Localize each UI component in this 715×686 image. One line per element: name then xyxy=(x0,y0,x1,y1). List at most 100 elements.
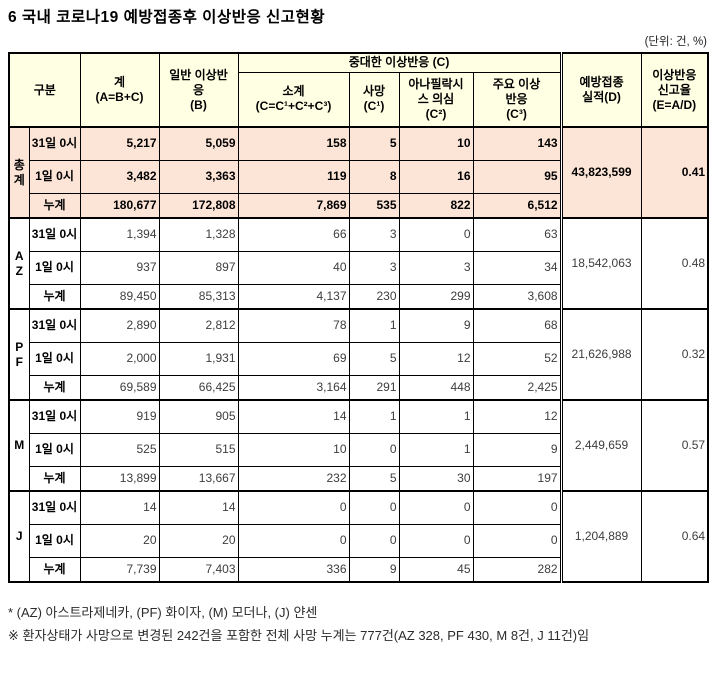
value-cell: 7,739 xyxy=(79,556,160,583)
value-cell: 515 xyxy=(158,432,239,467)
value-cell: 1 xyxy=(398,432,474,467)
table-row: AZ 31일 0시 1,394 1,328 66 3 0 63 18,542,063 0.48 xyxy=(8,217,709,310)
value-cell: 230 xyxy=(348,283,400,310)
vaccine-label: PF xyxy=(8,308,30,401)
row-label: 1일 0시 xyxy=(28,341,81,376)
doses-cell: 18,542,063 xyxy=(559,217,642,310)
value-cell: 180,677 xyxy=(79,192,160,219)
value-cell: 45 xyxy=(398,556,474,583)
value-cell: 232 xyxy=(237,465,350,492)
row-label: 누계 xyxy=(28,465,81,492)
row-label: 31일 0시 xyxy=(28,217,81,252)
value-cell: 158 xyxy=(237,126,350,161)
value-cell: 14 xyxy=(158,490,239,525)
value-cell: 1,394 xyxy=(79,217,160,252)
value-cell: 85,313 xyxy=(158,283,239,310)
row-label: 누계 xyxy=(28,374,81,401)
value-cell: 172,808 xyxy=(158,192,239,219)
value-cell: 822 xyxy=(398,192,474,219)
header-subtotal-c: 소계 (C=C¹+C²+C³) xyxy=(237,71,350,128)
row-label: 1일 0시 xyxy=(28,250,81,285)
value-cell: 52 xyxy=(472,341,562,376)
table-row: 누계 7,739 7,403 336 9 45 282 xyxy=(9,556,709,583)
footnotes: * (AZ) 아스트라제네카, (PF) 화이자, (M) 모더나, (J) 얀… xyxy=(8,602,711,648)
table-row: 총계 31일 0시 5,217 5,059 158 5 10 143 43,823,599 0.4… xyxy=(8,126,709,219)
value-cell: 143 xyxy=(472,126,562,161)
value-cell: 12 xyxy=(398,341,474,376)
header-gubun: 구분 xyxy=(8,52,81,128)
rate-cell: 0.57 xyxy=(640,399,709,492)
value-cell: 66,425 xyxy=(158,374,239,401)
value-cell: 78 xyxy=(237,308,350,343)
value-cell: 0 xyxy=(472,523,562,558)
table-row: J 31일 0시 14 14 0 0 0 0 1,204,889 0.64 xyxy=(8,490,709,583)
row-label: 누계 xyxy=(28,283,81,310)
value-cell: 336 xyxy=(237,556,350,583)
value-cell: 89,450 xyxy=(79,283,160,310)
value-cell: 14 xyxy=(237,399,350,434)
header-serious-group-c: 중대한 이상반응 (C) xyxy=(237,52,562,73)
vaccine-label: J xyxy=(8,490,30,583)
value-cell: 8 xyxy=(348,159,400,194)
doses-cell: 2,449,659 xyxy=(559,399,642,492)
value-cell: 525 xyxy=(79,432,160,467)
value-cell: 9 xyxy=(348,556,400,583)
row-label: 누계 xyxy=(28,556,81,583)
value-cell: 68 xyxy=(472,308,562,343)
value-cell: 10 xyxy=(398,126,474,161)
value-cell: 3,363 xyxy=(158,159,239,194)
value-cell: 0 xyxy=(398,490,474,525)
row-label: 1일 0시 xyxy=(28,159,81,194)
value-cell: 1,931 xyxy=(158,341,239,376)
value-cell: 7,403 xyxy=(158,556,239,583)
value-cell: 0 xyxy=(348,490,400,525)
header-death-c1: 사망 (C¹) xyxy=(348,71,400,128)
header-doses-d: 예방접종 실적(D) xyxy=(559,52,642,128)
value-cell: 3,482 xyxy=(79,159,160,194)
header-rate-e: 이상반응 신고율 (E=A/D) xyxy=(640,52,709,128)
value-cell: 30 xyxy=(398,465,474,492)
row-label: 누계 xyxy=(28,192,81,219)
value-cell: 13,667 xyxy=(158,465,239,492)
rate-cell: 0.48 xyxy=(640,217,709,310)
table-row: M 31일 0시 919 905 14 1 1 12 2,449,659 0.57 xyxy=(8,399,709,492)
header-general-b: 일반 이상반 응 (B) xyxy=(158,52,239,128)
footnote-death-total: ※ 환자상태가 사망으로 변경된 242건을 포함한 전체 사망 누계는 777… xyxy=(8,627,590,643)
value-cell: 1 xyxy=(348,308,400,343)
rate-cell: 0.64 xyxy=(640,490,709,583)
adverse-reaction-table: 구분 계 (A=B+C) 일반 이상반 응 (B) 중대한 이상반응 (C) 예… xyxy=(8,52,710,583)
footnote-vaccine-legend: * (AZ) 아스트라제네카, (PF) 화이자, (M) 모더나, (J) 얀… xyxy=(8,605,318,620)
value-cell: 5 xyxy=(348,341,400,376)
header-anaphylaxis-c2: 아나필락시 스 의심 (C²) xyxy=(398,71,474,128)
value-cell: 0 xyxy=(237,490,350,525)
table-body: 총계 31일 0시 5,217 5,059 158 5 10 143 43,823,599 0.4… xyxy=(8,126,709,583)
value-cell: 197 xyxy=(472,465,562,492)
value-cell: 4,137 xyxy=(237,283,350,310)
page-title: 6 국내 코로나19 예방접종후 이상반응 신고현황 xyxy=(8,9,326,26)
value-cell: 63 xyxy=(472,217,562,252)
value-cell: 5 xyxy=(348,465,400,492)
value-cell: 3,164 xyxy=(237,374,350,401)
value-cell: 905 xyxy=(158,399,239,434)
value-cell: 0 xyxy=(348,523,400,558)
row-label: 1일 0시 xyxy=(28,432,81,467)
value-cell: 2,425 xyxy=(472,374,562,401)
value-cell: 119 xyxy=(237,159,350,194)
value-cell: 919 xyxy=(79,399,160,434)
value-cell: 0 xyxy=(237,523,350,558)
value-cell: 3,608 xyxy=(472,283,562,310)
value-cell: 897 xyxy=(158,250,239,285)
value-cell: 3 xyxy=(398,250,474,285)
value-cell: 2,000 xyxy=(79,341,160,376)
value-cell: 0 xyxy=(398,217,474,252)
value-cell: 9 xyxy=(398,308,474,343)
header-major-c3: 주요 이상 반응 (C³) xyxy=(472,71,562,128)
value-cell: 7,869 xyxy=(237,192,350,219)
value-cell: 20 xyxy=(79,523,160,558)
value-cell: 16 xyxy=(398,159,474,194)
value-cell: 3 xyxy=(348,217,400,252)
row-label: 1일 0시 xyxy=(28,523,81,558)
value-cell: 5,217 xyxy=(79,126,160,161)
vaccine-label: M xyxy=(8,399,30,492)
